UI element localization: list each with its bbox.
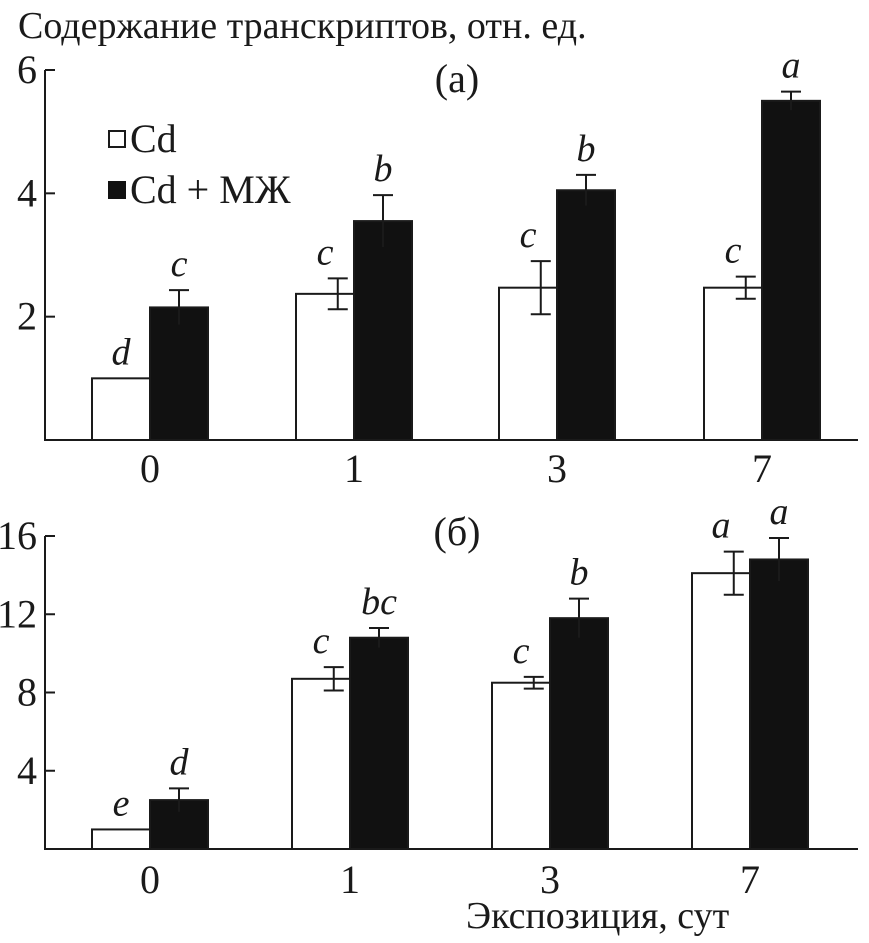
legend-label-cd-mj: Cd + МЖ — [130, 167, 291, 212]
bar — [349, 636, 409, 850]
x-tick-label: 7 — [752, 446, 772, 491]
significance-letter: c — [313, 620, 330, 662]
y-tick-label: 6 — [17, 47, 37, 92]
y-tick-label: 4 — [17, 170, 37, 215]
legend-swatch-cd — [108, 130, 126, 148]
bar — [491, 681, 551, 850]
y-tick-label: 8 — [17, 670, 37, 715]
panel-b: 4 8 12 16 0 1 3 7 (б) e c c a d bc b a — [0, 491, 858, 902]
significance-letter: e — [113, 782, 130, 824]
legend: Cd Cd + МЖ — [108, 116, 291, 212]
bar — [691, 572, 751, 850]
significance-letter: d — [112, 331, 132, 373]
significance-letter: b — [570, 552, 589, 594]
panel-label: (а) — [435, 56, 479, 101]
significance-letter: a — [712, 505, 731, 547]
bar — [761, 99, 821, 441]
panel-label: (б) — [434, 509, 481, 554]
y-tick-label: 16 — [0, 513, 37, 558]
bar — [91, 377, 151, 442]
bar — [703, 286, 763, 441]
x-tick-label: 7 — [740, 857, 760, 902]
bar — [549, 617, 609, 850]
y-tick-label: 12 — [0, 591, 37, 636]
significance-letter: a — [782, 45, 801, 87]
significance-letter: c — [171, 243, 188, 285]
legend-label-cd: Cd — [130, 116, 177, 161]
legend-swatch-cd-mj — [108, 181, 126, 199]
x-tick-label: 0 — [140, 857, 160, 902]
x-tick-label: 3 — [547, 446, 567, 491]
bar — [149, 306, 209, 441]
significance-letter: c — [520, 214, 537, 256]
x-axis-title: Экспозиция, сут — [466, 895, 730, 937]
significance-letter: b — [577, 128, 596, 170]
bar — [749, 558, 809, 850]
x-tick-label: 1 — [340, 857, 360, 902]
significance-letter: c — [513, 630, 530, 672]
bar — [498, 286, 558, 441]
bar — [291, 677, 351, 851]
significance-letter: b — [374, 148, 393, 190]
x-tick-label: 1 — [344, 446, 364, 491]
significance-letter: c — [725, 230, 742, 272]
bar — [556, 189, 616, 441]
bar — [91, 828, 151, 850]
significance-letter: d — [170, 741, 190, 783]
significance-letter: bc — [361, 581, 397, 623]
significance-letter: a — [770, 491, 789, 533]
y-tick-label: 4 — [17, 748, 37, 793]
bar — [353, 220, 413, 441]
y-axis-title: Содержание транскриптов, отн. ед. — [18, 5, 587, 47]
x-tick-label: 0 — [140, 446, 160, 491]
significance-letter: c — [317, 231, 334, 273]
y-tick-label: 2 — [17, 294, 37, 339]
x-tick-label: 3 — [540, 857, 560, 902]
bar — [295, 292, 355, 441]
